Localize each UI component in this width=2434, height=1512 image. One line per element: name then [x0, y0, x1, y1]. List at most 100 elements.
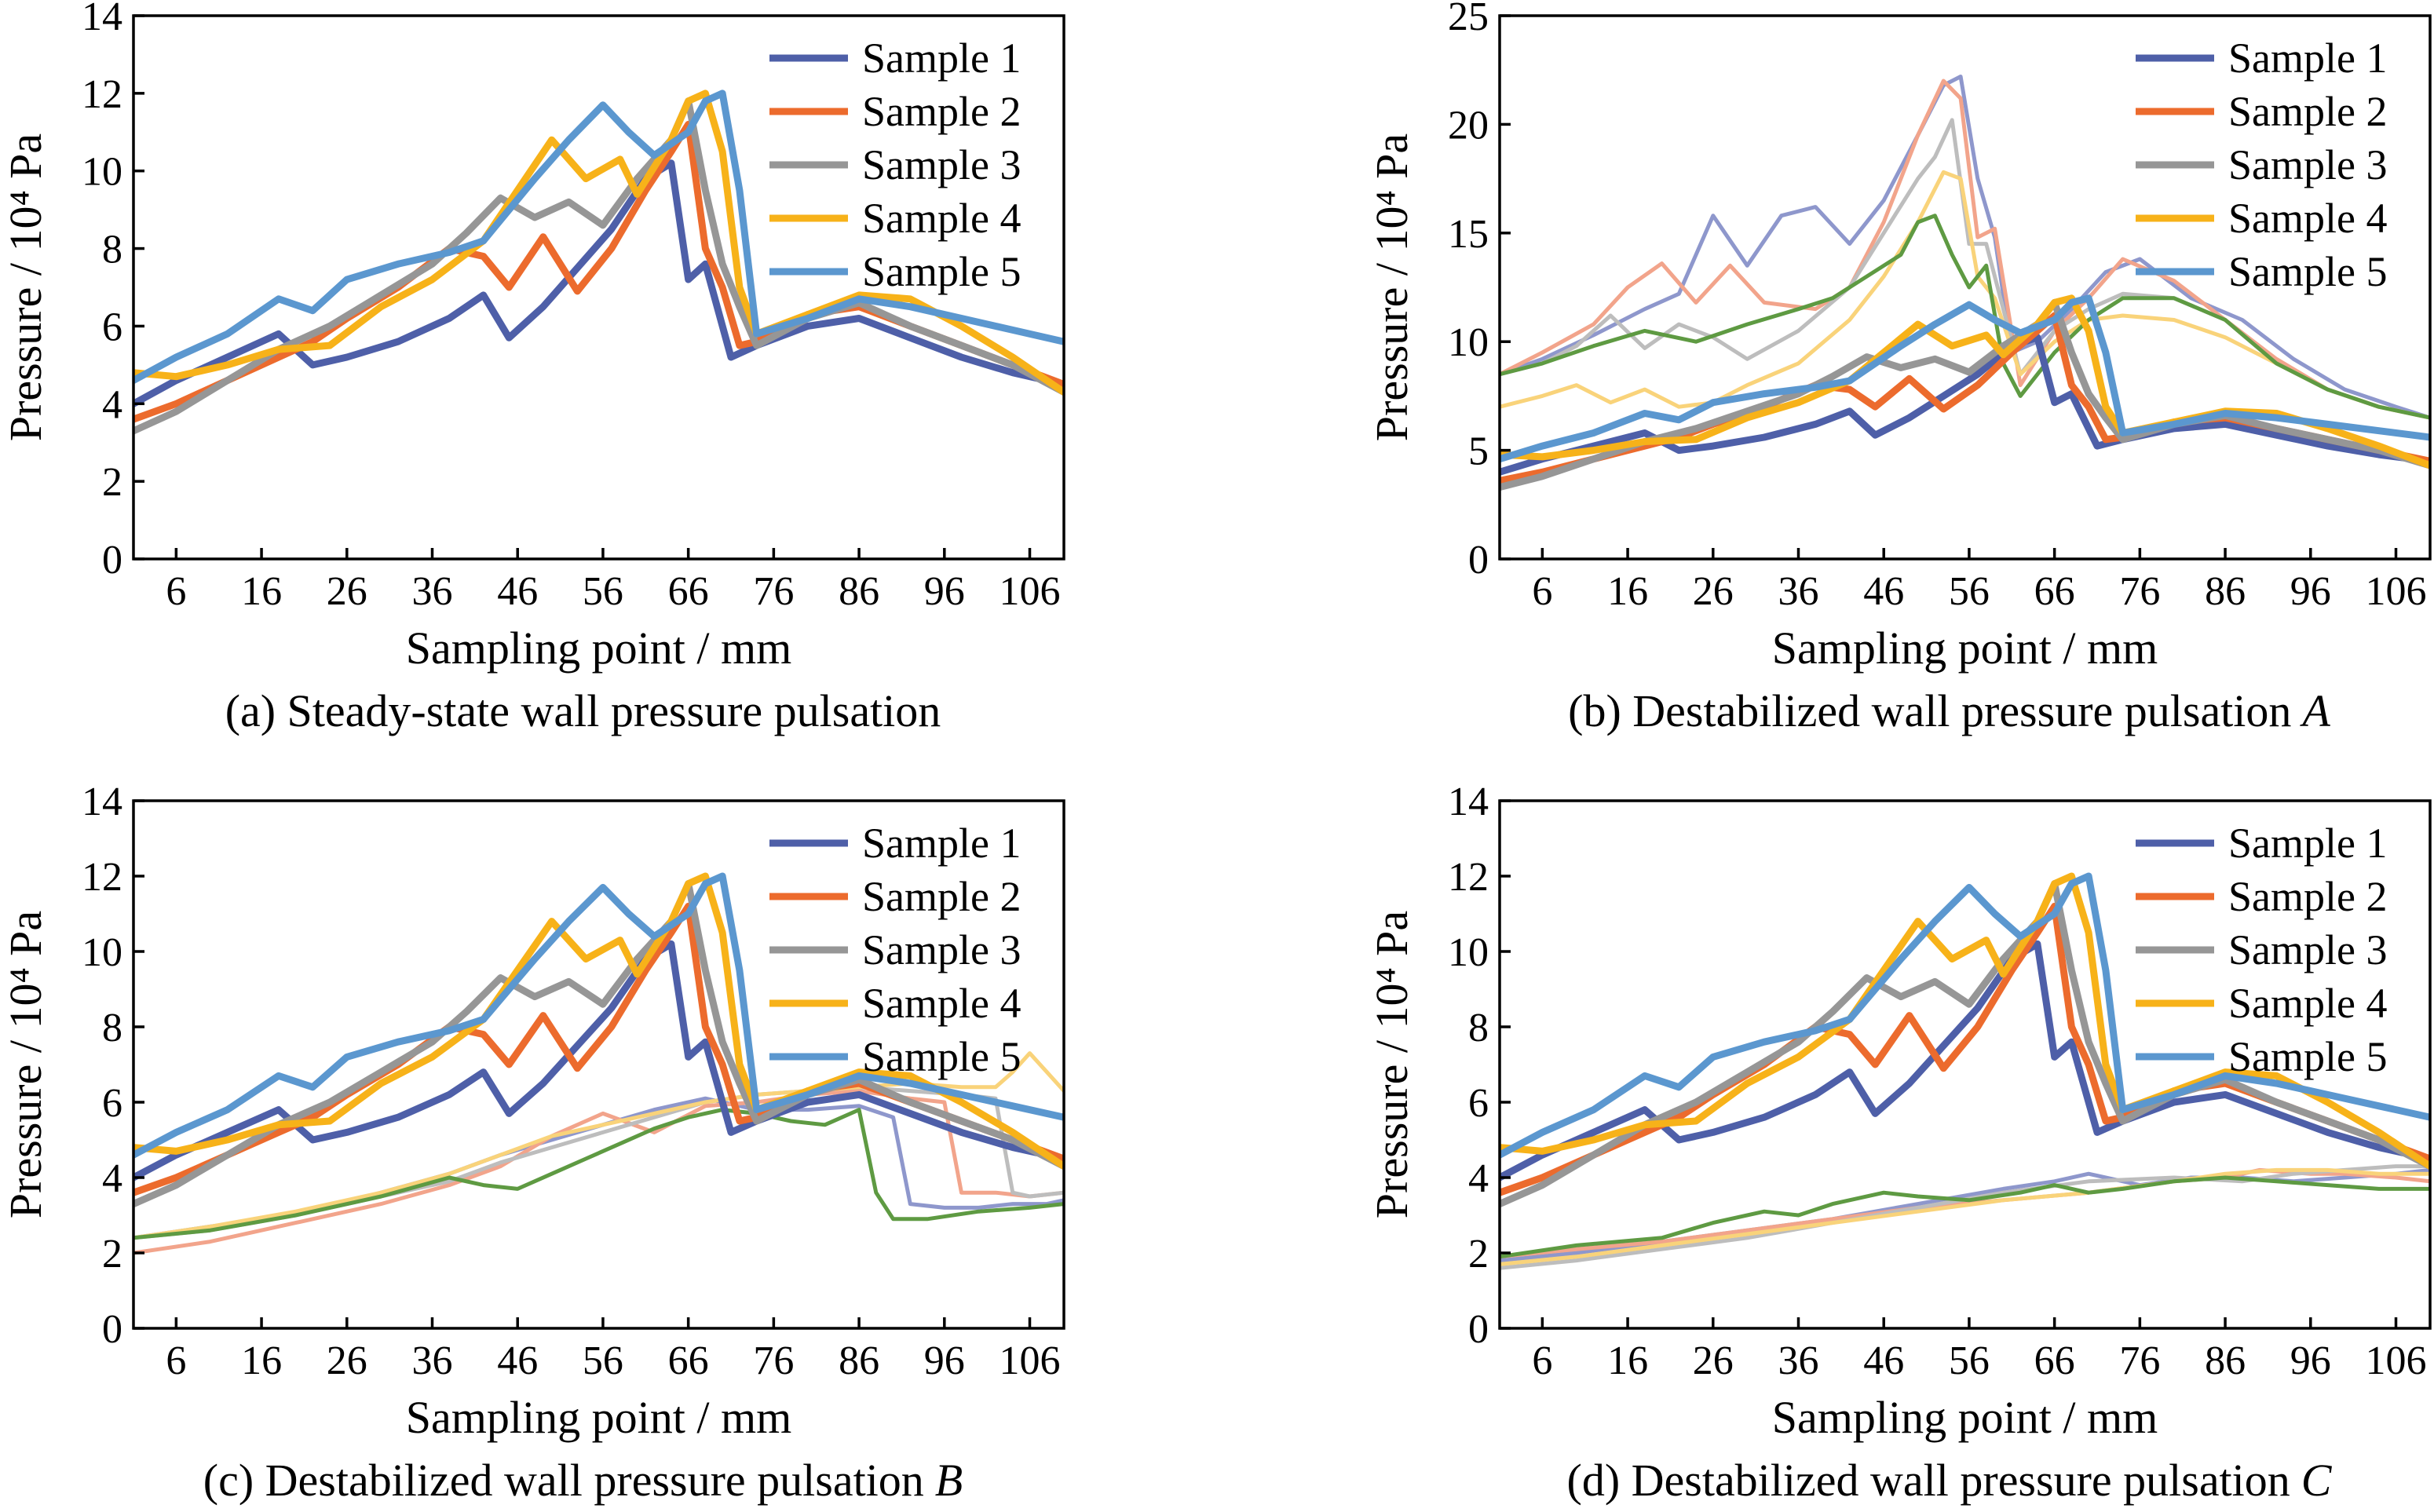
x-tick-label: 66	[668, 1339, 709, 1383]
y-tick-label: 12	[82, 855, 122, 900]
y-tick-label: 15	[1448, 212, 1489, 257]
x-tick-label: 106	[1000, 569, 1061, 614]
x-tick-label: 36	[1778, 569, 1819, 614]
x-tick-label: 16	[241, 569, 282, 614]
y-tick-label: 10	[1448, 930, 1489, 975]
legend-label-sample-4: Sample 4	[2228, 195, 2387, 242]
legend-label-sample-3: Sample 3	[862, 926, 1021, 973]
plot-frame	[132, 799, 1065, 1330]
x-tick-label: 6	[166, 569, 186, 614]
x-tick-label: 86	[2205, 569, 2246, 614]
x-tick-label: 16	[1607, 1339, 1648, 1383]
y-tick-label: 10	[82, 930, 122, 975]
plot-frame	[1498, 14, 2432, 561]
legend-label-sample-4: Sample 4	[862, 195, 1021, 242]
legend-label-sample-1: Sample 1	[862, 820, 1021, 867]
series-line-sample-5	[133, 872, 1064, 1159]
legend-label-sample-2: Sample 2	[2228, 873, 2387, 920]
faint-series-line-2	[133, 1089, 1064, 1255]
x-tick-label: 76	[2119, 569, 2160, 614]
plot-area	[133, 872, 1064, 1255]
legend: Sample 1 Sample 2 Sample 3 Sample 4 Sample 5	[769, 820, 1021, 1080]
x-tick-label: 46	[1863, 569, 1904, 614]
x-tick-label: 6	[1532, 1339, 1552, 1383]
x-tick-label: 66	[2034, 569, 2075, 614]
plot-area	[1500, 872, 2430, 1270]
series-line-sample-3	[133, 97, 1064, 435]
legend-label-sample-3: Sample 3	[2228, 926, 2387, 973]
faint-series-line-4	[1500, 1167, 2430, 1266]
x-tick-label: 26	[1693, 1339, 1734, 1383]
x-axis-label: Sampling point / mm	[406, 1392, 791, 1443]
y-tick-label: 20	[1448, 103, 1489, 148]
y-tick-label: 0	[1468, 538, 1489, 583]
legend-label-sample-5: Sample 5	[2228, 1033, 2387, 1080]
legend-label-sample-2: Sample 2	[862, 88, 1021, 135]
faint-series-line-1	[1500, 75, 2430, 420]
faint-series-line-5	[133, 1108, 1064, 1240]
series-line-sample-4	[133, 872, 1064, 1171]
y-tick-label: 10	[82, 150, 122, 195]
y-axis-label: Pressure / 10⁴ Pa	[1366, 133, 1417, 441]
x-tick-label: 46	[497, 1339, 538, 1383]
x-tick-label: 66	[668, 569, 709, 614]
y-tick-label: 6	[102, 305, 122, 349]
x-tick-label: 76	[753, 1339, 794, 1383]
x-tick-label: 86	[839, 569, 879, 614]
series-line-sample-1	[1500, 940, 2430, 1181]
x-tick-label: 56	[1949, 569, 1990, 614]
legend-label-sample-3: Sample 3	[2228, 141, 2387, 188]
faint-series-line-4	[1500, 170, 2430, 420]
legend: Sample 1 Sample 2 Sample 3 Sample 4 Sample 5	[769, 35, 1021, 295]
x-tick-label: 36	[1778, 1339, 1819, 1383]
faint-series-line-5	[1500, 214, 2430, 420]
x-tick-label: 26	[327, 1339, 367, 1383]
x-tick-label: 56	[1949, 1339, 1990, 1383]
x-tick-label: 66	[2034, 1339, 2075, 1383]
x-tick-label: 16	[1607, 569, 1648, 614]
y-tick-label: 8	[102, 1006, 122, 1050]
series-line-sample-4	[1500, 872, 2430, 1171]
y-tick-label: 5	[1468, 429, 1489, 474]
panel-b: 6 16 26 36 46 56 66 76 86 96 106 0 5 10 15 20 25 Sampling…	[1366, 0, 2432, 736]
y-tick-label: 2	[102, 460, 122, 505]
x-tick-label: 26	[1693, 569, 1734, 614]
series-line-sample-1	[1500, 334, 2430, 476]
series-line-sample-1	[133, 159, 1064, 407]
x-tick-label: 76	[753, 569, 794, 614]
y-tick-label: 6	[1468, 1081, 1489, 1126]
panel-caption: (c) Destabilized wall pressure pulsation…	[203, 1455, 963, 1506]
panel-caption: (b) Destabilized wall pressure pulsation…	[1568, 685, 2330, 736]
faint-series-line-5	[1500, 1175, 2430, 1259]
series-line-sample-3	[133, 880, 1064, 1208]
y-tick-label: 0	[1468, 1307, 1489, 1352]
panel-caption: (d) Destabilized wall pressure pulsation…	[1567, 1455, 2333, 1506]
legend-label-sample-4: Sample 4	[862, 980, 1021, 1027]
x-tick-label: 106	[2366, 1339, 2427, 1383]
x-tick-label: 6	[1532, 569, 1552, 614]
x-tick-label: 16	[241, 1339, 282, 1383]
x-tick-label: 6	[166, 1339, 186, 1383]
x-tick-label: 36	[412, 1339, 453, 1383]
series-line-sample-5	[133, 89, 1064, 385]
y-tick-label: 4	[102, 382, 122, 427]
series-line-sample-4	[133, 89, 1064, 396]
y-tick-label: 8	[102, 228, 122, 272]
y-tick-label: 12	[1448, 855, 1489, 900]
panel-d: 6 16 26 36 46 56 66 76 86 96 10602468101214Samplin…	[1366, 780, 2432, 1506]
panel-a: 6 16 26 36 46 56 66 76 86 96 10602468101214Samplin…	[0, 0, 1065, 736]
x-tick-label: 56	[583, 569, 623, 614]
x-axis-label: Sampling point / mm	[1772, 1392, 2158, 1443]
x-tick-label: 96	[2290, 569, 2331, 614]
y-tick-label: 4	[102, 1156, 122, 1201]
y-tick-label: 25	[1448, 0, 1489, 39]
legend-label-sample-2: Sample 2	[862, 873, 1021, 920]
series-line-sample-3	[1500, 880, 2430, 1208]
y-tick-label: 12	[82, 72, 122, 117]
legend-label-sample-5: Sample 5	[862, 1033, 1021, 1080]
panel-caption: (a) Steady-state wall pressure pulsation	[225, 685, 941, 736]
legend-label-sample-1: Sample 1	[2228, 820, 2387, 867]
y-tick-label: 4	[1468, 1156, 1489, 1201]
y-tick-label: 0	[102, 1307, 122, 1352]
